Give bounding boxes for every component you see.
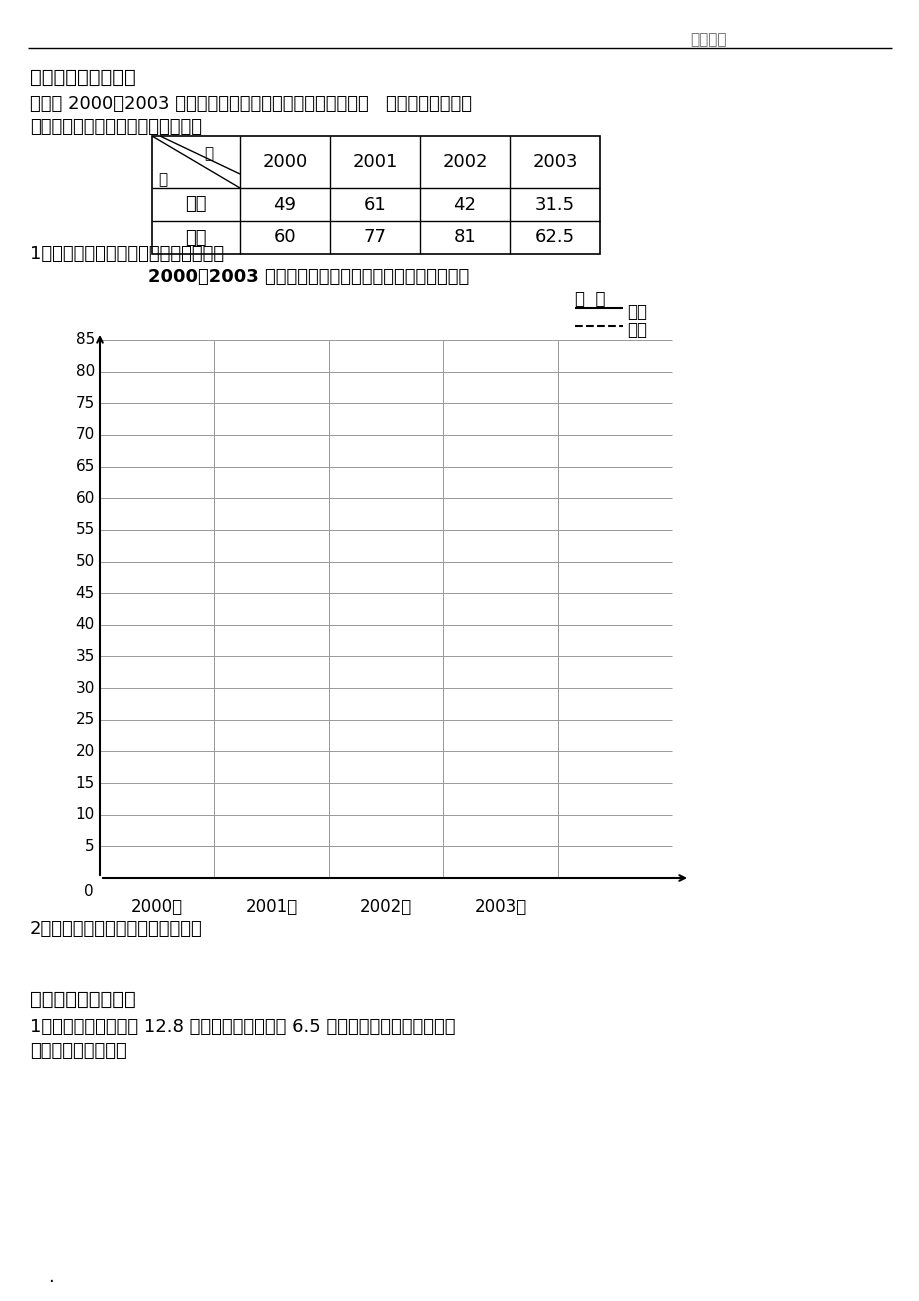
Text: 少元？（用方程解）: 少元？（用方程解） bbox=[30, 1042, 127, 1060]
Text: 60: 60 bbox=[75, 490, 95, 506]
Text: 2、从上图中，你能获得哪些信息？: 2、从上图中，你能获得哪些信息？ bbox=[30, 920, 202, 938]
Text: 75: 75 bbox=[75, 396, 95, 411]
Text: 70: 70 bbox=[75, 428, 95, 442]
Text: 六、解答下面的问题: 六、解答下面的问题 bbox=[30, 990, 136, 1010]
Text: 65: 65 bbox=[75, 459, 95, 474]
Text: 61: 61 bbox=[363, 195, 386, 213]
Text: 0: 0 bbox=[85, 883, 94, 899]
Text: 31.5: 31.5 bbox=[534, 195, 574, 213]
Text: 年  月: 年 月 bbox=[574, 290, 605, 308]
Text: 月: 月 bbox=[158, 172, 167, 187]
Text: 精品文档: 精品文档 bbox=[689, 33, 726, 47]
Text: 45: 45 bbox=[75, 585, 95, 601]
Text: 2002: 2002 bbox=[442, 154, 487, 170]
Text: 30: 30 bbox=[75, 680, 95, 696]
Text: 2000: 2000 bbox=[262, 154, 307, 170]
Text: 55: 55 bbox=[75, 523, 95, 537]
Text: 10: 10 bbox=[75, 807, 95, 822]
Text: 2001年: 2001年 bbox=[245, 898, 298, 916]
Text: 男子: 男子 bbox=[185, 195, 207, 213]
Text: 60: 60 bbox=[273, 229, 296, 246]
Bar bbox=[152, 137, 599, 254]
Text: 女子: 女子 bbox=[627, 321, 646, 340]
Text: 85: 85 bbox=[75, 333, 95, 347]
Text: 25: 25 bbox=[75, 712, 95, 727]
Text: 1、根据表中的数据完成下面的统计图。: 1、根据表中的数据完成下面的统计图。 bbox=[30, 245, 224, 263]
Text: 62.5: 62.5 bbox=[534, 229, 574, 246]
Text: .: . bbox=[48, 1268, 53, 1285]
Text: 年: 年 bbox=[204, 146, 213, 161]
Text: 2003: 2003 bbox=[532, 154, 577, 170]
Text: 49: 49 bbox=[273, 195, 296, 213]
Text: 80: 80 bbox=[75, 364, 95, 379]
Text: 5: 5 bbox=[85, 839, 95, 853]
Text: 2003年: 2003年 bbox=[474, 898, 526, 916]
Text: 50: 50 bbox=[75, 554, 95, 569]
Text: 81: 81 bbox=[453, 229, 476, 246]
Text: 15: 15 bbox=[75, 775, 95, 791]
Text: 20: 20 bbox=[75, 744, 95, 758]
Text: 2000－2003 年我国男、女运动员获世界冠军情况统计图: 2000－2003 年我国男、女运动员获世界冠军情况统计图 bbox=[148, 268, 469, 286]
Text: 77: 77 bbox=[363, 229, 386, 246]
Text: 目的冠军。按男女冠军各半个计算）: 目的冠军。按男女冠军各半个计算） bbox=[30, 118, 202, 137]
Text: 42: 42 bbox=[453, 195, 476, 213]
Text: 1、一枝钢笔的价钱是 12.8 元，比一枝圆珠笔贵 6.5 元。一枝圆珠笔的价钱是多: 1、一枝钢笔的价钱是 12.8 元，比一枝圆珠笔贵 6.5 元。一枝圆珠笔的价钱… bbox=[30, 1017, 455, 1036]
Text: 40: 40 bbox=[75, 617, 95, 632]
Text: 2001: 2001 bbox=[352, 154, 397, 170]
Text: 35: 35 bbox=[75, 649, 95, 664]
Text: 下面是 2000－2003 年我国运动员获世界冠军情况的统计表。   （其中男女混双项: 下面是 2000－2003 年我国运动员获世界冠军情况的统计表。 （其中男女混双… bbox=[30, 95, 471, 113]
Text: 2002年: 2002年 bbox=[359, 898, 412, 916]
Text: 五、完成下面的统计: 五、完成下面的统计 bbox=[30, 68, 136, 87]
Text: 2000年: 2000年 bbox=[131, 898, 183, 916]
Text: 男子: 男子 bbox=[627, 303, 646, 321]
Text: 女子: 女子 bbox=[185, 229, 207, 246]
